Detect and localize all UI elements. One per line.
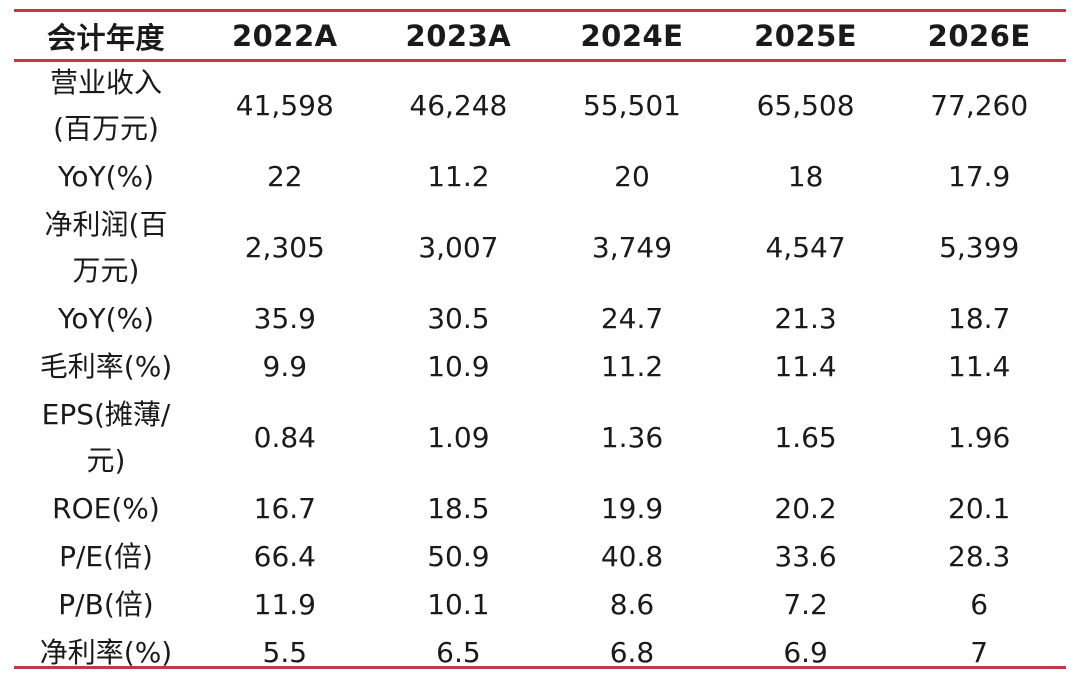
value-cell: 30.5 [427, 302, 490, 335]
header-cell-2026e: 2026E [927, 18, 1031, 53]
row-label-cell: P/E(倍) [59, 540, 153, 573]
header-cell-fiscal-year: 会计年度 [46, 20, 165, 55]
value-cell: 6 [970, 588, 989, 621]
value-cell: 7.2 [783, 588, 828, 621]
value-cell: 18.5 [427, 492, 490, 525]
value-cell: 41,598 [235, 89, 334, 122]
value-cell: 22 [266, 160, 303, 193]
value-cell: 20.2 [774, 492, 837, 525]
row-label-cell: 营业收入 (百万元) [49, 66, 162, 145]
table-row: P/E(倍) 66.4 50.9 40.8 33.6 28.3 [14, 533, 1066, 581]
value-cell: 5,399 [939, 231, 1020, 264]
value-cell: 17.9 [948, 160, 1011, 193]
value-cell: 2,305 [244, 231, 325, 264]
value-cell: 10.9 [427, 350, 490, 383]
value-cell: 8.6 [609, 588, 655, 621]
value-cell: 1.96 [948, 421, 1011, 454]
table-row: P/B(倍) 11.9 10.1 8.6 7.2 6 [14, 581, 1066, 629]
value-cell: 11.2 [427, 160, 490, 193]
value-cell: 6.9 [783, 636, 828, 669]
value-cell: 5.5 [262, 636, 308, 669]
header-cell-2023a: 2023A [405, 18, 512, 53]
table-row: 毛利率(%) 9.9 10.9 11.2 11.4 11.4 [14, 343, 1066, 391]
header-row: 会计年度 2022A 2023A 2024E 2025E 2026E [14, 12, 1066, 59]
financial-forecast-table: 会计年度 2022A 2023A 2024E 2025E 2026E 营业收入 … [14, 12, 1066, 677]
value-cell: 65,508 [756, 89, 855, 122]
header-cell-2025e: 2025E [754, 18, 858, 53]
table-row: EPS(摊薄/ 元) 0.84 1.09 1.36 1.65 1.96 [14, 391, 1066, 485]
value-cell: 28.3 [948, 540, 1011, 573]
value-cell: 35.9 [253, 302, 316, 335]
value-cell: 18 [787, 160, 824, 193]
value-cell: 46,248 [409, 89, 508, 122]
value-cell: 6.5 [436, 636, 481, 669]
value-cell: 24.7 [600, 302, 664, 335]
header-rule [14, 59, 1066, 62]
table-row: YoY(%) 22 11.2 20 18 17.9 [14, 153, 1066, 201]
value-cell: 16.7 [253, 492, 316, 525]
table-body: 营业收入 (百万元) 41,598 46,248 55,501 65,508 77,260… [14, 59, 1066, 677]
value-cell: 50.9 [427, 540, 490, 573]
value-cell: 10.1 [427, 588, 490, 621]
row-label-cell: 净利率(%) [39, 636, 173, 669]
header-cell-2022a: 2022A [231, 18, 338, 53]
value-cell: 20.1 [948, 492, 1011, 525]
bottom-rule [14, 666, 1066, 669]
row-label-cell: P/B(倍) [58, 588, 154, 621]
value-cell: 19.9 [600, 492, 664, 525]
value-cell: 3,007 [418, 231, 499, 264]
row-label-cell: YoY(%) [57, 160, 155, 193]
value-cell: 21.3 [774, 302, 837, 335]
row-label-cell: 净利润(百 万元) [44, 208, 168, 287]
table-row: 营业收入 (百万元) 41,598 46,248 55,501 65,508 77,260 [14, 59, 1066, 153]
value-cell: 18.7 [948, 302, 1011, 335]
table-row: 净利率(%) 5.5 6.5 6.8 6.9 7 [14, 629, 1066, 677]
value-cell: 0.84 [253, 421, 316, 454]
row-label-cell: ROE(%) [52, 492, 160, 525]
value-cell: 11.4 [948, 350, 1011, 383]
value-cell: 6.8 [609, 636, 655, 669]
value-cell: 4,547 [765, 231, 846, 264]
value-cell: 66.4 [253, 540, 316, 573]
value-cell: 20 [614, 160, 650, 193]
table-row: ROE(%) 16.7 18.5 19.9 20.2 20.1 [14, 485, 1066, 533]
row-label-cell: 毛利率(%) [39, 350, 173, 383]
value-cell: 55,501 [582, 89, 681, 122]
top-rule [14, 9, 1066, 12]
value-cell: 77,260 [930, 89, 1029, 122]
value-cell: 11.2 [600, 350, 664, 383]
value-cell: 7 [970, 636, 989, 669]
value-cell: 40.8 [600, 540, 664, 573]
value-cell: 3,749 [591, 231, 673, 264]
table-row: 净利润(百 万元) 2,305 3,007 3,749 4,547 5,399 [14, 201, 1066, 295]
value-cell: 11.9 [253, 588, 316, 621]
value-cell: 1.36 [600, 421, 664, 454]
value-cell: 1.65 [774, 421, 837, 454]
row-label-cell: EPS(摊薄/ 元) [41, 398, 171, 477]
value-cell: 11.4 [774, 350, 837, 383]
value-cell: 33.6 [774, 540, 837, 573]
row-label-cell: YoY(%) [57, 302, 155, 335]
header-cell-2024e: 2024E [580, 18, 684, 53]
value-cell: 9.9 [262, 350, 308, 383]
table-row: YoY(%) 35.9 30.5 24.7 21.3 18.7 [14, 295, 1066, 343]
value-cell: 1.09 [427, 421, 490, 454]
